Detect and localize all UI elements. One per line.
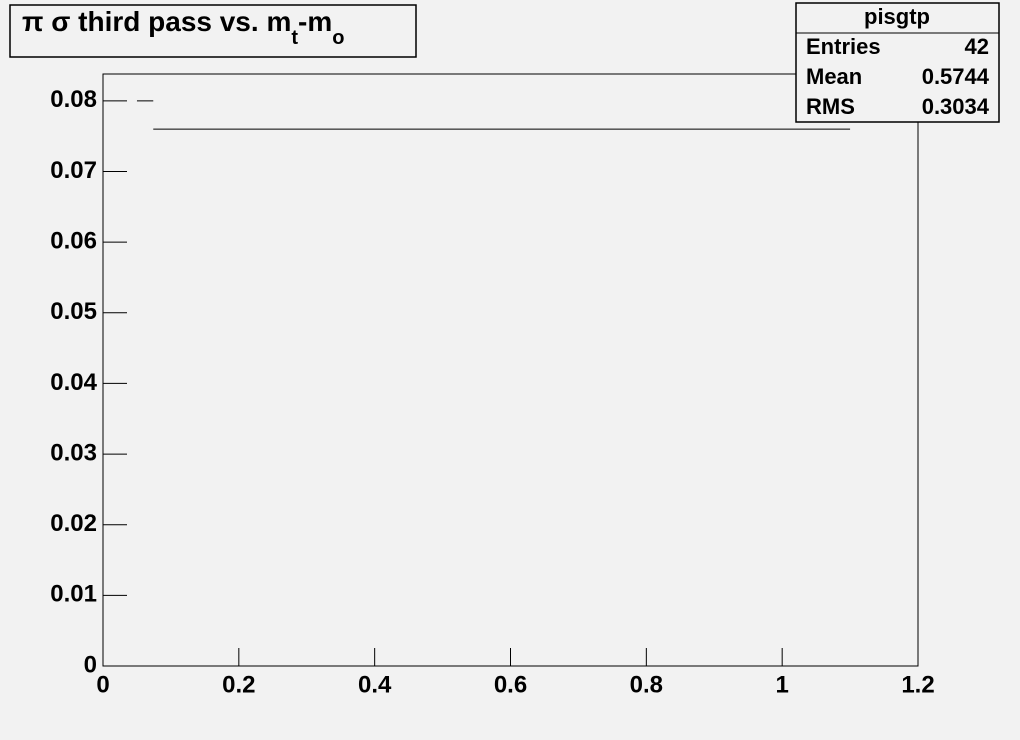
y-tick-label: 0.02 [50, 510, 97, 537]
stats-label: Entries [806, 34, 881, 59]
y-tick-label: 0.08 [50, 86, 97, 113]
y-tick-label: 0.01 [50, 581, 97, 608]
x-tick-label: 0.8 [630, 671, 663, 698]
x-tick-label: 0.6 [494, 671, 527, 698]
x-tick-label: 1.2 [901, 671, 934, 698]
y-tick-label: 0 [84, 651, 97, 678]
stats-value: 0.3034 [922, 94, 990, 119]
stats-value: 42 [965, 34, 989, 59]
title-sub: t [291, 27, 298, 49]
y-tick-label: 0.03 [50, 439, 97, 466]
y-tick-label: 0.06 [50, 227, 97, 254]
x-tick-label: 1 [775, 671, 788, 698]
title-box [9, 4, 417, 58]
x-tick-label: 0.4 [358, 671, 392, 698]
stats-label: Mean [806, 64, 862, 89]
stats-value: 0.5744 [922, 64, 990, 89]
title-main: -m [298, 6, 332, 37]
x-tick-label: 0 [96, 671, 109, 698]
stats-box [795, 2, 1000, 123]
y-tick-label: 0.05 [50, 298, 97, 325]
x-tick-label: 0.2 [222, 671, 255, 698]
y-tick-label: 0.04 [50, 369, 97, 396]
title-sub: o [332, 27, 344, 49]
stats-title: pisgtp [864, 4, 930, 29]
y-tick-label: 0.07 [50, 157, 97, 184]
chart-title: π σ third pass vs. mt-mo [22, 6, 344, 49]
title-main: π σ third pass vs. m [22, 6, 291, 37]
stats-label: RMS [806, 94, 855, 119]
